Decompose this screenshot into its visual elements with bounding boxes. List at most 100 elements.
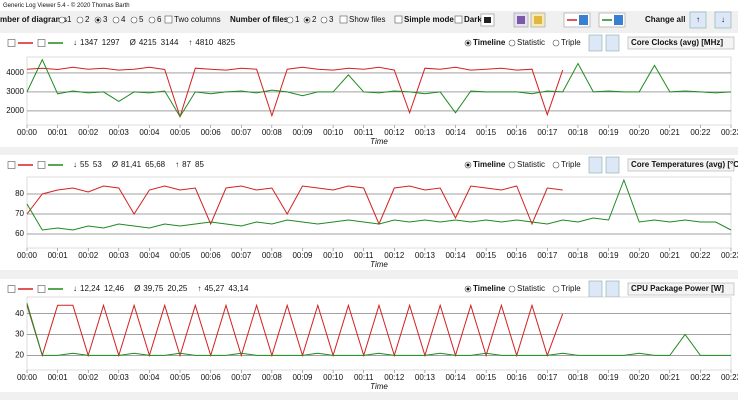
- radio-label[interactable]: 4: [121, 15, 126, 24]
- move-up-button[interactable]: [588, 156, 603, 174]
- series-line: [26, 66, 564, 119]
- view-option[interactable]: Timeline: [473, 38, 506, 47]
- radio-button[interactable]: [76, 16, 84, 24]
- view-option[interactable]: Timeline: [473, 284, 506, 293]
- checkbox[interactable]: [164, 15, 173, 24]
- radio-button[interactable]: [286, 16, 294, 24]
- x-tick-label: 00:16: [507, 373, 528, 382]
- radio-button[interactable]: [508, 285, 516, 293]
- x-tick-label: 00:12: [384, 373, 405, 382]
- x-tick-label: 00:01: [48, 251, 69, 260]
- stat-symbol: ↑: [188, 38, 192, 47]
- view-option[interactable]: Statistic: [517, 160, 545, 169]
- checkbox[interactable]: [37, 161, 46, 169]
- move-up-button[interactable]: [588, 34, 603, 52]
- x-tick-label: 00:16: [507, 128, 528, 137]
- change-all: Change all: [645, 15, 685, 24]
- x-tick-label: 00:23: [721, 251, 738, 260]
- radio-label[interactable]: 6: [157, 15, 162, 24]
- y-tick-label: 4000: [6, 68, 24, 77]
- x-tick-label: 00:08: [262, 251, 283, 260]
- checkbox[interactable]: [339, 15, 348, 24]
- view-option[interactable]: Timeline: [473, 160, 506, 169]
- checkbox[interactable]: [7, 285, 16, 293]
- down-all-button[interactable]: [714, 11, 732, 29]
- radio-label[interactable]: 1: [295, 15, 300, 24]
- checkbox[interactable]: [394, 15, 403, 24]
- radio-label[interactable]: 3: [103, 15, 108, 24]
- x-tick-label: 00:05: [170, 128, 191, 137]
- stat-value: 1297: [102, 38, 120, 47]
- view-option[interactable]: Triple: [561, 160, 581, 169]
- stat-value: 85: [195, 160, 204, 169]
- radio-label[interactable]: 5: [139, 15, 144, 24]
- x-tick-label: 00:05: [170, 373, 191, 382]
- x-tick-label: 00:20: [629, 251, 650, 260]
- radio-button[interactable]: [508, 39, 516, 47]
- radio-button[interactable]: [130, 16, 138, 24]
- x-tick-label: 00:02: [78, 251, 99, 260]
- view-option[interactable]: Triple: [561, 284, 581, 293]
- radio-button[interactable]: [58, 16, 66, 24]
- radio-button[interactable]: [112, 16, 120, 24]
- checkbox[interactable]: [7, 161, 16, 169]
- view-option[interactable]: Statistic: [517, 38, 545, 47]
- x-tick-label: 00:16: [507, 251, 528, 260]
- radio-label[interactable]: 2: [312, 15, 317, 24]
- y-tick-label: 30: [15, 330, 24, 339]
- x-axis-label: Time: [370, 260, 388, 269]
- radio-dot: [305, 18, 309, 22]
- checkbox[interactable]: [37, 39, 46, 47]
- stat-value: 12,46: [104, 284, 125, 293]
- simple-mode[interactable]: Simple mode: [404, 15, 454, 24]
- x-tick-label: 00:13: [415, 128, 436, 137]
- view-option[interactable]: Triple: [561, 38, 581, 47]
- stat-value: 4825: [217, 38, 235, 47]
- move-down-button[interactable]: [605, 34, 620, 52]
- dropdown[interactable]: [627, 158, 735, 172]
- x-tick-label: 00:23: [721, 128, 738, 137]
- y-tick-label: 80: [15, 189, 24, 198]
- x-tick-label: 00:23: [721, 373, 738, 382]
- radio-label[interactable]: 1: [67, 15, 72, 24]
- checkbox[interactable]: [37, 285, 46, 293]
- window-title: Generic Log Viewer 5.4 - © 2020 Thomas B…: [3, 2, 130, 9]
- x-tick-label: 00:22: [690, 251, 711, 260]
- x-tick-label: 00:10: [323, 251, 344, 260]
- radio-label[interactable]: 3: [329, 15, 334, 24]
- x-tick-label: 00:22: [690, 128, 711, 137]
- show-files[interactable]: Show files: [349, 15, 385, 24]
- dark[interactable]: Dark: [464, 15, 482, 24]
- radio-label[interactable]: 2: [85, 15, 90, 24]
- dropdown[interactable]: [627, 282, 735, 296]
- radio-button[interactable]: [552, 285, 560, 293]
- x-tick-label: 00:07: [231, 128, 252, 137]
- x-tick-label: 00:17: [537, 128, 558, 137]
- x-tick-label: 00:00: [17, 128, 38, 137]
- radio-button[interactable]: [508, 161, 516, 169]
- radio-button[interactable]: [552, 161, 560, 169]
- move-down-button[interactable]: [605, 156, 620, 174]
- two-columns[interactable]: Two columns: [174, 15, 221, 24]
- view-option[interactable]: Statistic: [517, 284, 545, 293]
- x-tick-label: 00:11: [354, 128, 374, 137]
- x-tick-label: 00:15: [476, 128, 497, 137]
- toolbar: mber of diagrams Number of files Two col…: [0, 11, 732, 29]
- dropdown[interactable]: [627, 36, 735, 50]
- x-tick-label: 00:14: [446, 373, 467, 382]
- checkbox[interactable]: [7, 39, 16, 47]
- radio-button[interactable]: [320, 16, 328, 24]
- plot-area: [26, 176, 732, 249]
- move-down-button[interactable]: [605, 280, 620, 298]
- radio-button[interactable]: [552, 39, 560, 47]
- move-up-button[interactable]: [588, 280, 603, 298]
- up-all-button[interactable]: [689, 11, 707, 29]
- y-tick-label: 40: [15, 309, 24, 318]
- checkbox[interactable]: [454, 15, 463, 24]
- radio-button[interactable]: [148, 16, 156, 24]
- x-tick-label: 00:21: [660, 128, 681, 137]
- x-tick-label: 00:19: [599, 373, 620, 382]
- chart-panel: ↓ 1347 1297 Ø 4215 3144 ↑ 4810 4825 Timeline Stati…: [0, 33, 738, 147]
- stat-symbol: ↓: [73, 284, 77, 293]
